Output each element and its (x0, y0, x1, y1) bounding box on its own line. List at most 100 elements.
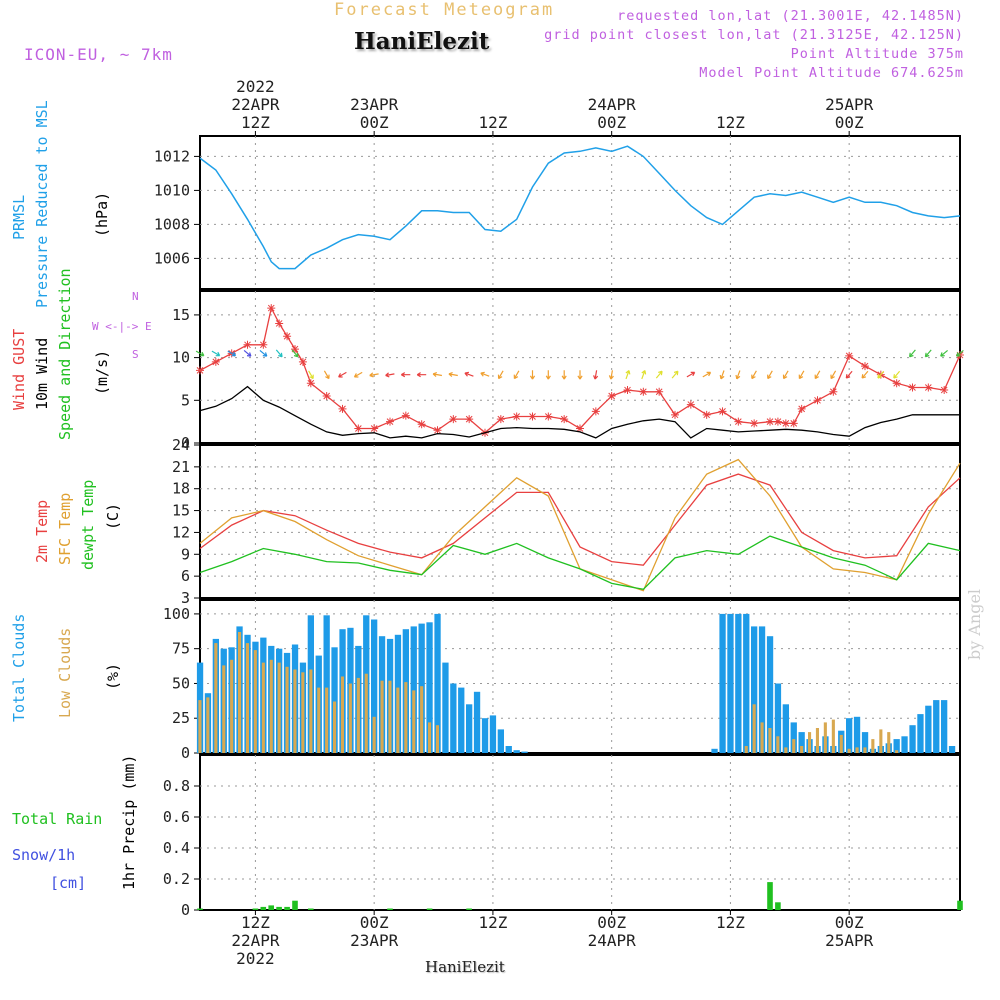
requested-coords: requested lon,lat (21.3001E, 42.1485N) (617, 8, 964, 24)
label-hpa: (hPa) (93, 192, 111, 237)
rain-bar (308, 908, 314, 910)
wind-arrow (259, 349, 268, 357)
label-snow-1h: Snow/1h (12, 846, 75, 864)
rain-bar (957, 900, 963, 910)
wind-arrow (577, 370, 583, 380)
wind-arrow (291, 349, 299, 358)
wind-arrow (243, 349, 252, 357)
bot-hour-1: 00Z (360, 913, 389, 932)
panel-frame-4 (199, 754, 961, 911)
low-cloud-bar (388, 680, 392, 753)
top-year-0: 2022 (236, 77, 275, 96)
ytick-label-0-1: 1008 (154, 215, 190, 233)
top-hour-0: 12Z (241, 113, 270, 132)
model-name: ICON-EU, ~ 7km (24, 45, 173, 64)
low-cloud-bar (285, 666, 289, 753)
ytick-label-2-1: 6 (181, 567, 190, 585)
label-total-rain: Total Rain (12, 810, 102, 828)
total-cloud-bar (466, 704, 473, 753)
gust-line (199, 306, 961, 434)
wind-arrow (767, 370, 773, 380)
bot-hour-5: 00Z (835, 913, 864, 932)
low-cloud-bar (831, 719, 835, 753)
total-cloud-bar (719, 613, 726, 753)
gust-marker (354, 424, 363, 433)
total-cloud-bar (497, 729, 504, 753)
gust-marker (829, 387, 838, 396)
low-cloud-bar (768, 728, 772, 753)
wind-arrow (338, 371, 347, 378)
low-cloud-bar (744, 746, 748, 753)
label-prmsl: PRMSL (10, 195, 28, 240)
wind-arrow (275, 349, 283, 358)
low-cloud-bar (317, 687, 321, 753)
low-cloud-bar (348, 683, 352, 753)
low-cloud-bar (230, 659, 234, 753)
gust-marker (267, 304, 276, 313)
low-cloud-bar (301, 672, 305, 753)
wind-arrow (940, 349, 948, 357)
wind-arrow (814, 370, 821, 380)
low-cloud-bar (871, 739, 875, 753)
panel-frame-1 (199, 290, 961, 444)
total-cloud-bar (331, 647, 338, 753)
wind-arrow (416, 372, 427, 378)
total-cloud-bar (909, 725, 916, 753)
label-ms: (m/s) (93, 350, 111, 395)
total-cloud-bar (513, 750, 520, 753)
total-cloud-bar (941, 700, 948, 753)
gust-marker (734, 417, 743, 426)
total-cloud-bar (933, 700, 940, 753)
low-cloud-bar (198, 700, 202, 753)
gust-marker (924, 383, 933, 392)
point-altitude: Point Altitude 375m (790, 46, 964, 62)
wind-arrow (400, 372, 411, 378)
low-cloud-bar (396, 687, 400, 753)
gust-marker (196, 366, 204, 375)
label-cm: [cm] (50, 874, 86, 892)
rain-bar (284, 906, 290, 910)
wind-arrow (735, 370, 741, 380)
model-altitude: Model Point Altitude 674.625m (699, 65, 964, 81)
ytick-label-3-3: 75 (172, 640, 190, 658)
bot-date-1: 23APR (350, 931, 399, 950)
wind-arrow (323, 370, 330, 380)
label-sfc-temp: SFC Temp (56, 493, 74, 565)
gust-marker (560, 415, 569, 424)
low-cloud-bar (325, 687, 329, 753)
rain-bar (466, 908, 472, 910)
wind-arrow (782, 370, 789, 380)
top-hour-1: 00Z (360, 113, 389, 132)
gust-marker (623, 386, 632, 395)
ytick-label-3-2: 50 (172, 674, 190, 692)
label-10m-wind: 10m Wind (33, 338, 51, 410)
wind-arrow (893, 370, 901, 379)
ytick-label-0-0: 1006 (154, 249, 190, 267)
temp-dewpt-line (199, 535, 961, 591)
top-hour-4: 12Z (716, 113, 745, 132)
wind-arrow (924, 349, 932, 358)
wind-arrow (529, 370, 536, 380)
gust-marker (766, 417, 774, 426)
low-cloud-bar (412, 690, 416, 753)
gust-marker (401, 411, 410, 420)
wind-arrow (751, 370, 757, 380)
top-hour-2: 12Z (478, 113, 507, 132)
gust-marker (370, 424, 379, 433)
gust-marker (845, 351, 854, 360)
gust-marker (797, 404, 806, 413)
wind-arrow (308, 370, 314, 380)
label-pressure-msl: Pressure Reduced to MSL (33, 100, 51, 308)
gust-marker (306, 379, 315, 388)
wind-arrow (641, 370, 647, 380)
gust-marker (655, 387, 664, 396)
wind-arrow (195, 350, 205, 357)
ytick-label-1-3: 15 (172, 306, 190, 324)
low-cloud-bar (404, 682, 408, 753)
wind-arrow (497, 370, 504, 380)
gust-marker (750, 419, 759, 428)
total-cloud-bar (442, 662, 449, 753)
ytick-label-4-3: 0.6 (163, 808, 190, 826)
total-cloud-bar (758, 626, 766, 753)
wind-arrow (861, 370, 869, 379)
